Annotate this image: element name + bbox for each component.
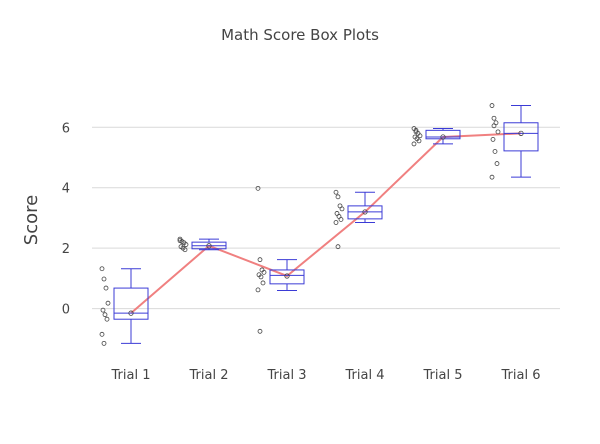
data-point: [339, 206, 345, 212]
data-point: [257, 257, 263, 263]
data-point: [413, 129, 419, 135]
mean-marker: [128, 310, 134, 316]
x-tick-label: Trial 4: [345, 368, 385, 383]
data-point: [489, 174, 495, 180]
data-point: [104, 316, 110, 322]
box-layer: [99, 103, 539, 346]
y-tick-label: 0: [62, 303, 70, 318]
box-trial-3: [255, 185, 305, 334]
data-point: [417, 133, 423, 139]
data-point: [411, 141, 417, 147]
mean-marker: [440, 134, 446, 140]
data-point: [495, 129, 501, 135]
data-point: [491, 115, 497, 121]
x-tick-label: Trial 5: [423, 368, 463, 383]
grid-layer: [92, 126, 560, 310]
mean-line: [130, 132, 522, 314]
box-trial-4: [333, 189, 383, 250]
data-point: [100, 307, 106, 313]
data-point: [257, 328, 263, 334]
x-tick-label: Trial 3: [267, 368, 307, 383]
x-tick-label: Trial 2: [189, 368, 229, 383]
iqr-box: [269, 269, 305, 285]
x-tick-label: Trial 6: [501, 368, 541, 383]
data-point: [177, 238, 183, 244]
data-point: [260, 280, 266, 286]
data-point: [105, 300, 111, 306]
data-point: [491, 123, 497, 129]
data-point: [416, 138, 422, 144]
data-point: [492, 149, 498, 154]
data-point: [103, 285, 109, 291]
iqr-box: [113, 287, 149, 320]
data-point: [102, 312, 108, 318]
tick-label-layer: 0 2 4 6 Trial 1 Trial 2 Trial 3 Trial 4 Trial 5 T…: [62, 121, 541, 383]
data-point: [101, 340, 107, 346]
data-point: [333, 189, 339, 195]
y-tick-label: 6: [62, 121, 70, 136]
data-point: [255, 287, 261, 293]
mean-marker: [362, 209, 368, 215]
data-point: [333, 220, 339, 225]
box-trial-2: [177, 236, 227, 253]
y-axis-label: Score: [21, 195, 42, 245]
data-point: [99, 266, 105, 272]
data-point: [182, 247, 188, 253]
data-point: [261, 269, 267, 275]
y-tick-label: 4: [62, 182, 70, 197]
mean-line-layer: [130, 132, 522, 314]
data-point: [335, 194, 341, 200]
data-point: [335, 244, 341, 250]
mean-marker: [518, 130, 524, 136]
data-point: [494, 161, 500, 166]
data-point: [490, 136, 496, 142]
y-tick-label: 2: [62, 242, 70, 257]
box-trial-5: [411, 126, 461, 147]
data-point: [255, 185, 261, 191]
box-trial-6: [489, 103, 539, 180]
mean-marker: [284, 273, 290, 279]
chart-title: Math Score Box Plots: [221, 26, 379, 44]
data-point: [99, 331, 105, 337]
data-point: [101, 276, 107, 282]
data-point: [489, 103, 495, 108]
box-trial-1: [99, 266, 149, 346]
iqr-box: [503, 122, 539, 152]
data-point: [183, 242, 189, 247]
x-tick-label: Trial 1: [111, 368, 151, 383]
data-point: [338, 217, 344, 222]
data-point: [258, 274, 264, 280]
mean-marker: [206, 243, 212, 249]
